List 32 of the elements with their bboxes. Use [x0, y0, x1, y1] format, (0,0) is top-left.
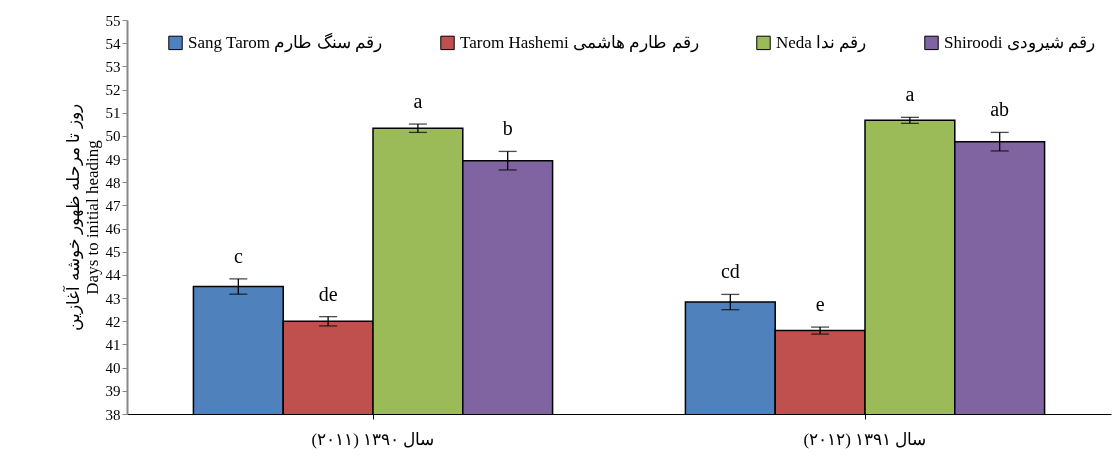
- x-tick-label: سال ۱۳۹۰ (۲۰۱۱): [311, 429, 435, 449]
- legend-label: Shiroodi رقم شیرودی: [944, 32, 1096, 53]
- data-label: de: [318, 282, 338, 305]
- y-tick-label: 41: [105, 336, 121, 353]
- y-tick-label: 39: [105, 383, 121, 400]
- y-tick-label: 49: [105, 151, 121, 168]
- y-tick-label: 46: [105, 221, 121, 238]
- y-tick-label: 47: [105, 197, 121, 214]
- y-tick-label: 43: [105, 290, 121, 307]
- y-tick-label: 55: [105, 12, 121, 29]
- y-tick-label: 54: [105, 35, 121, 52]
- y-tick-label: 38: [105, 406, 121, 423]
- legend-label: Sang Tarom رقم سنگ طارم: [188, 31, 382, 53]
- y-tick-label: 42: [105, 313, 121, 330]
- y-tick-label: 52: [105, 82, 121, 99]
- data-label: a: [413, 90, 423, 113]
- data-label: b: [502, 117, 513, 140]
- legend-label: Neda رقم ندا: [776, 32, 867, 53]
- y-tick-label: 51: [105, 105, 121, 122]
- legend-label: Tarom Hashemi رقم طارم هاشمی: [460, 32, 699, 53]
- y-tick-label: 40: [105, 360, 121, 377]
- data-label: e: [815, 293, 825, 316]
- y-tick-label: 50: [105, 128, 121, 145]
- data-label: a: [905, 83, 915, 106]
- y-tick-label: 48: [105, 174, 121, 191]
- x-tick-label: سال ۱۳۹۱ (۲۰۱۲): [803, 429, 927, 449]
- y-tick-label: 45: [105, 244, 121, 261]
- data-label: c: [233, 244, 243, 267]
- data-label: ab: [990, 98, 1010, 121]
- y-tick-label: 53: [105, 58, 121, 75]
- data-label: cd: [720, 260, 740, 283]
- y-tick-label: 44: [105, 267, 121, 284]
